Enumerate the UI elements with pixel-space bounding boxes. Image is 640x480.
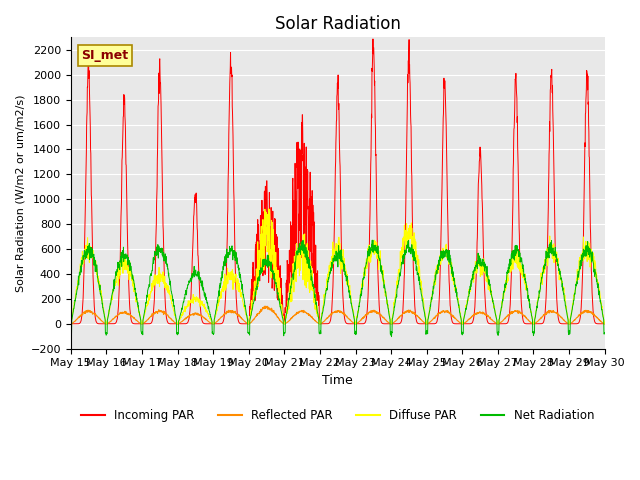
Diffuse PAR (601, 321, 609, 327)
Diffuse PAR (353, 314, 361, 320)
Net Radiation (353, 315, 361, 321)
Line: Diffuse PAR: Diffuse PAR (71, 209, 605, 324)
Incoming PAR (245, 321, 253, 327)
Diffuse PAR (265, 206, 273, 212)
Reflected PAR (353, 320, 361, 326)
Net Radiation (569, 302, 577, 308)
Incoming PAR (216, 321, 223, 327)
Incoming PAR (569, 321, 577, 327)
Line: Incoming PAR: Incoming PAR (71, 39, 605, 324)
Reflected PAR (261, 303, 269, 309)
Text: SI_met: SI_met (81, 49, 129, 62)
Incoming PAR (67, 321, 75, 327)
Reflected PAR (601, 321, 609, 327)
Diffuse PAR (493, 317, 500, 323)
Net Radiation (493, 330, 501, 336)
Reflected PAR (216, 316, 223, 322)
Net Radiation (216, 283, 223, 288)
Diffuse PAR (67, 321, 75, 327)
Diffuse PAR (569, 302, 577, 308)
Reflected PAR (493, 321, 500, 326)
Incoming PAR (601, 321, 609, 327)
Line: Reflected PAR: Reflected PAR (71, 306, 605, 324)
Incoming PAR (353, 321, 361, 327)
Legend: Incoming PAR, Reflected PAR, Diffuse PAR, Net Radiation: Incoming PAR, Reflected PAR, Diffuse PAR… (76, 405, 599, 427)
Reflected PAR (569, 319, 577, 325)
Net Radiation (365, 251, 372, 256)
Reflected PAR (365, 310, 372, 315)
Incoming PAR (493, 321, 501, 327)
Incoming PAR (554, 313, 562, 319)
Net Radiation (601, 330, 609, 336)
Incoming PAR (365, 270, 372, 276)
Net Radiation (369, 237, 376, 243)
Line: Net Radiation: Net Radiation (71, 240, 605, 336)
Reflected PAR (67, 321, 75, 327)
Title: Solar Radiation: Solar Radiation (275, 15, 401, 33)
Net Radiation (67, 326, 75, 332)
Diffuse PAR (365, 245, 372, 251)
Reflected PAR (554, 311, 561, 316)
Net Radiation (388, 334, 396, 339)
Diffuse PAR (216, 292, 223, 298)
Net Radiation (554, 261, 562, 267)
Diffuse PAR (554, 259, 561, 264)
Incoming PAR (369, 36, 377, 42)
X-axis label: Time: Time (323, 374, 353, 387)
Y-axis label: Solar Radiation (W/m2 or um/m2/s): Solar Radiation (W/m2 or um/m2/s) (15, 94, 25, 292)
